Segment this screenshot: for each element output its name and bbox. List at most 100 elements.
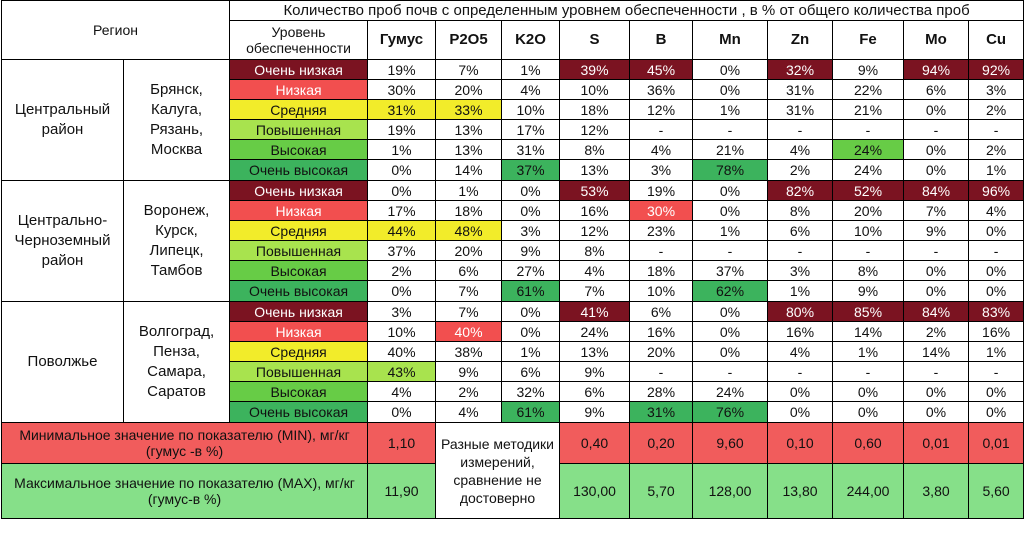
value-cell: 0% bbox=[692, 200, 769, 221]
value-cell: 9% bbox=[435, 361, 503, 382]
region-name: Центрально-Черноземный район bbox=[1, 180, 124, 302]
value-cell: 3% bbox=[501, 220, 561, 241]
value-cell: 31% bbox=[767, 99, 834, 120]
level-label: Повышенная bbox=[229, 361, 369, 382]
level-label: Очень низкая bbox=[229, 301, 369, 322]
value-cell: 3% bbox=[767, 260, 834, 281]
value-cell: 0% bbox=[367, 280, 437, 302]
value-cell: 3% bbox=[968, 79, 1024, 100]
region-cities: Воронеж, Курск, Липецк, Тамбов bbox=[122, 180, 231, 302]
table-row: Центральный район Брянск, Калуга, Рязань,… bbox=[1, 59, 1024, 181]
value-cell: 19% bbox=[367, 119, 437, 140]
value-cell: 12% bbox=[559, 220, 631, 241]
table-row: Повышенная 43% 9% 6% 9% - - - - - - bbox=[2, 361, 1024, 382]
region-name: Центральный район bbox=[1, 59, 124, 181]
value-cell: - bbox=[903, 361, 970, 382]
max-row: Максимальное значение по показателю (MAX… bbox=[0, 463, 1024, 519]
value-cell: 96% bbox=[968, 180, 1024, 201]
value-cell: 37% bbox=[367, 240, 437, 261]
value-cell: 36% bbox=[629, 79, 694, 100]
value-cell: 44% bbox=[367, 220, 437, 241]
value-cell: 1% bbox=[692, 99, 769, 120]
element-header-zn: Zn bbox=[767, 20, 834, 60]
max-label: Максимальное значение по показателю (MAX… bbox=[0, 463, 369, 519]
methodology-note: Разные методики измерений, сравнение не … bbox=[435, 422, 561, 519]
min-humus: 1,10 bbox=[367, 422, 437, 464]
value-cell: 40% bbox=[435, 321, 503, 342]
value-cell: 13% bbox=[559, 341, 631, 362]
max-value: 13,80 bbox=[767, 463, 834, 519]
value-cell: 17% bbox=[501, 119, 561, 140]
value-cell: 22% bbox=[832, 79, 905, 100]
value-cell: - bbox=[767, 240, 834, 261]
level-header: Уровень обеспеченности bbox=[229, 20, 369, 60]
value-cell: 1% bbox=[968, 159, 1024, 181]
value-cell: 41% bbox=[559, 301, 631, 322]
value-cell: 0% bbox=[903, 401, 970, 423]
table-row: Низкая 17% 18% 0% 16% 30% 0% 8% 20% 7% 4% bbox=[2, 200, 1024, 221]
value-cell: 0% bbox=[968, 260, 1024, 281]
element-header-mo: Mo bbox=[903, 20, 970, 60]
value-cell: 13% bbox=[559, 159, 631, 181]
soil-supply-table: Регион Количество проб почв с определенн… bbox=[0, 0, 1024, 519]
value-cell: 7% bbox=[559, 280, 631, 302]
value-cell: 4% bbox=[767, 341, 834, 362]
value-cell: 4% bbox=[367, 381, 437, 402]
value-cell: 80% bbox=[767, 301, 834, 322]
value-cell: 2% bbox=[903, 321, 970, 342]
value-cell: 0% bbox=[367, 159, 437, 181]
value-cell: 31% bbox=[367, 99, 437, 120]
value-cell: 0% bbox=[692, 180, 769, 201]
level-label: Низкая bbox=[229, 200, 369, 221]
value-cell: 0% bbox=[968, 280, 1024, 302]
region-cities: Брянск, Калуга, Рязань, Москва bbox=[122, 59, 231, 181]
element-header-humus: Гумус bbox=[367, 20, 437, 60]
value-cell: - bbox=[692, 361, 769, 382]
value-cell: 4% bbox=[968, 200, 1024, 221]
element-header-cu: Cu bbox=[968, 20, 1024, 60]
value-cell: 10% bbox=[629, 280, 694, 302]
table-row: Очень высокая 0% 7% 61% 7% 10% 62% 1% 9% 0% 0% bbox=[2, 280, 1024, 302]
max-value: 130,00 bbox=[559, 463, 631, 519]
element-header-b: B bbox=[629, 20, 694, 60]
value-cell: 4% bbox=[767, 139, 834, 160]
value-cell: 1% bbox=[501, 341, 561, 362]
min-value: 0,01 bbox=[903, 422, 970, 464]
value-cell: 1% bbox=[501, 59, 561, 80]
value-cell: 94% bbox=[903, 59, 970, 80]
value-cell: 21% bbox=[692, 139, 769, 160]
value-cell: 0% bbox=[903, 280, 970, 302]
value-cell: 0% bbox=[501, 180, 561, 201]
value-cell: 6% bbox=[435, 260, 503, 281]
value-cell: 8% bbox=[559, 240, 631, 261]
element-header-mn: Mn bbox=[692, 20, 769, 60]
level-label: Очень высокая bbox=[229, 401, 369, 423]
value-cell: 24% bbox=[832, 139, 905, 160]
min-value: 0,20 bbox=[629, 422, 694, 464]
region-name: Поволжье bbox=[1, 301, 124, 423]
region-header: Регион bbox=[0, 0, 231, 60]
value-cell: 18% bbox=[559, 99, 631, 120]
max-value: 128,00 bbox=[692, 463, 769, 519]
max-value: 5,60 bbox=[968, 463, 1024, 519]
value-cell: 8% bbox=[832, 260, 905, 281]
value-cell: 0% bbox=[692, 79, 769, 100]
value-cell: - bbox=[832, 361, 905, 382]
value-cell: 43% bbox=[367, 361, 437, 382]
min-value: 9,60 bbox=[692, 422, 769, 464]
value-cell: - bbox=[692, 119, 769, 140]
value-cell: - bbox=[767, 119, 834, 140]
value-cell: 62% bbox=[692, 280, 769, 302]
value-cell: 4% bbox=[435, 401, 503, 423]
max-value: 5,70 bbox=[629, 463, 694, 519]
element-header-p2o5: P2O5 bbox=[435, 20, 503, 60]
value-cell: 37% bbox=[501, 159, 561, 181]
value-cell: 0% bbox=[767, 401, 834, 423]
value-cell: 84% bbox=[903, 301, 970, 322]
value-cell: 28% bbox=[629, 381, 694, 402]
value-cell: - bbox=[767, 361, 834, 382]
value-cell: - bbox=[692, 240, 769, 261]
value-cell: 9% bbox=[501, 240, 561, 261]
table-row: Поволжье Волгоград, Пенза, Самара, Сарато… bbox=[1, 301, 1024, 423]
value-cell: 13% bbox=[435, 139, 503, 160]
